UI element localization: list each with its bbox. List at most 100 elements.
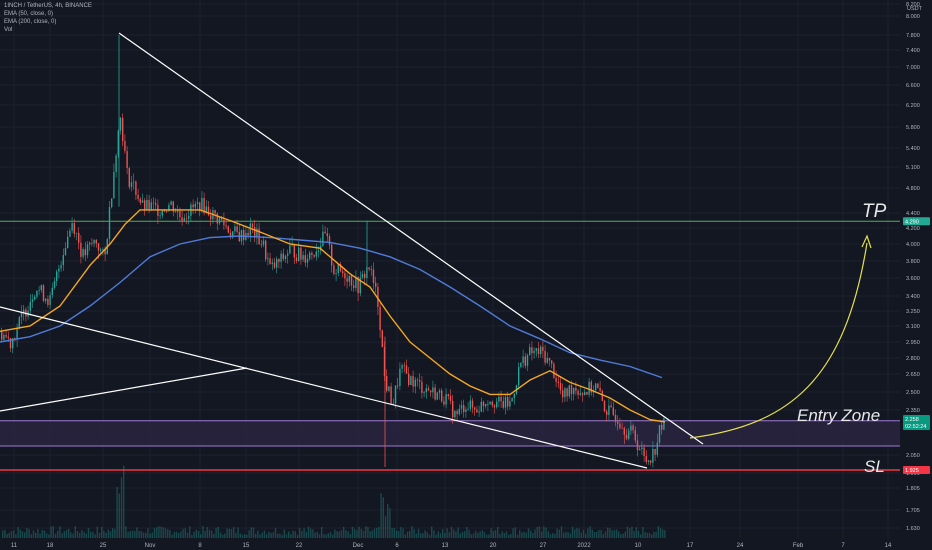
volume-bar xyxy=(61,533,63,538)
candle-body xyxy=(60,265,62,269)
volume-bar xyxy=(224,533,226,538)
volume-bar xyxy=(651,534,653,538)
volume-bar xyxy=(371,530,373,538)
volume-bar xyxy=(455,531,457,538)
volume-bar xyxy=(514,527,516,538)
candle-body xyxy=(40,285,42,291)
volume-bar xyxy=(35,532,37,538)
candle-body xyxy=(298,247,300,262)
volume-bar xyxy=(142,532,145,538)
volume-bar xyxy=(483,532,486,538)
candle-body xyxy=(102,249,104,251)
volume-bar xyxy=(118,493,120,538)
entry-zone-band xyxy=(0,420,900,446)
candle-body xyxy=(390,386,392,405)
volume-bar xyxy=(413,529,415,538)
candle-body xyxy=(650,460,652,463)
price-tick-label: 7.800 xyxy=(906,33,920,39)
projection-curve[interactable] xyxy=(689,242,868,439)
volume-bar xyxy=(543,526,545,538)
candle-body xyxy=(577,390,579,395)
volume-bar xyxy=(255,533,257,538)
volume-bar xyxy=(48,534,50,538)
candle-body xyxy=(23,309,25,314)
candle-body xyxy=(496,401,498,408)
candle-body xyxy=(500,396,502,402)
price-tick-label: 3.600 xyxy=(906,276,920,282)
volume-bar xyxy=(237,527,239,538)
candle-body xyxy=(137,194,139,199)
volume-bar xyxy=(246,534,248,538)
candle-body xyxy=(249,223,251,236)
candle-body xyxy=(216,213,218,224)
volume-bar xyxy=(30,534,32,538)
volume-bar xyxy=(481,530,483,538)
volume-bar xyxy=(611,530,613,538)
volume-bar xyxy=(659,527,662,538)
candle-body xyxy=(324,231,326,234)
trendline-upper[interactable] xyxy=(118,32,704,445)
price-tick-label: 2.350 xyxy=(906,408,920,414)
volume-bar xyxy=(272,532,274,538)
candle-body xyxy=(658,425,661,443)
volume-bar xyxy=(39,533,41,538)
candle-body xyxy=(412,376,414,387)
volume-bar xyxy=(336,531,338,538)
volume-bar xyxy=(607,527,609,538)
volume-bar xyxy=(217,526,219,538)
volume-bar xyxy=(503,532,505,538)
candle-body xyxy=(89,242,91,245)
volume-bar xyxy=(10,531,13,538)
volume-bar xyxy=(235,532,237,538)
candle-body xyxy=(344,273,346,279)
candle-body xyxy=(95,239,97,244)
volume-bar xyxy=(57,531,59,538)
candle-body xyxy=(9,338,12,349)
candle-body xyxy=(7,336,9,339)
volume-bar xyxy=(565,531,567,538)
volume-bar xyxy=(497,526,499,538)
time-tick-label: Nov xyxy=(145,543,156,549)
trendline-support[interactable] xyxy=(0,367,248,412)
volume-bar xyxy=(391,528,393,538)
volume-bar xyxy=(631,526,633,538)
volume-bar xyxy=(466,526,468,538)
time-tick-label: 14 xyxy=(885,543,892,549)
candle-body xyxy=(359,277,361,294)
volume-bar xyxy=(50,526,52,538)
candle-body xyxy=(551,360,553,364)
volume-bar xyxy=(257,530,259,538)
volume-bar xyxy=(202,526,204,538)
candle-body xyxy=(170,201,172,205)
volume-bar xyxy=(615,529,618,538)
ema50-line[interactable] xyxy=(0,209,666,423)
candle-body xyxy=(80,242,82,257)
candle-body xyxy=(179,210,181,218)
volume-bar xyxy=(492,530,494,538)
volume-bar xyxy=(600,529,602,538)
candle-body xyxy=(361,274,364,278)
candle-body xyxy=(218,216,221,224)
volume-bar xyxy=(125,526,127,538)
volume-bar xyxy=(277,533,279,538)
time-tick-label: 22 xyxy=(296,543,303,549)
candle-body xyxy=(304,255,306,263)
volume-bar xyxy=(532,532,534,538)
candle-body xyxy=(82,249,84,257)
candle-body xyxy=(262,240,265,245)
volume-bar xyxy=(193,531,195,538)
candle-body xyxy=(364,274,366,279)
volume-bar xyxy=(637,531,640,538)
volume-bar xyxy=(378,526,380,538)
candle-body xyxy=(476,409,478,413)
volume-bar xyxy=(101,527,103,538)
candle-body xyxy=(586,392,588,395)
trendline-lower[interactable] xyxy=(0,306,648,469)
volume-bar xyxy=(268,531,270,538)
ema200-line[interactable] xyxy=(0,235,663,379)
candle-body xyxy=(163,210,166,212)
candle-body xyxy=(135,181,137,195)
candle-body xyxy=(34,296,36,300)
